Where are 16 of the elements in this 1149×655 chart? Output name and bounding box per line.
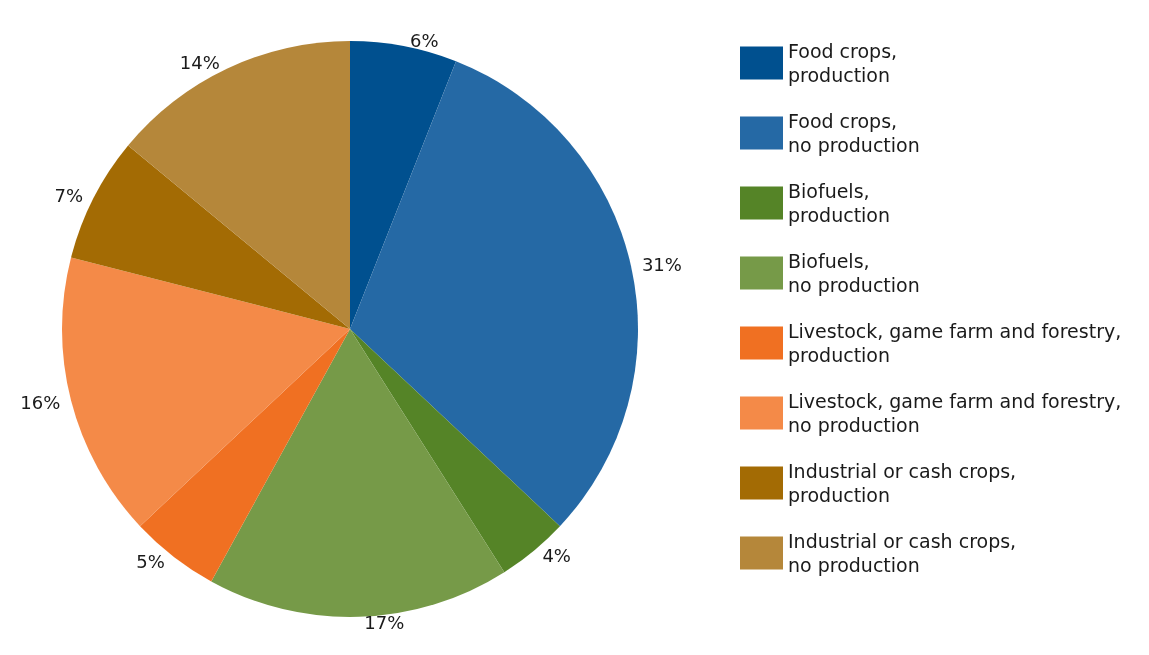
legend-label: Food crops, production xyxy=(788,40,898,86)
data-label: 31% xyxy=(641,254,682,276)
legend-label: Industrial or cash crops, no production xyxy=(788,530,1017,576)
data-label: 6% xyxy=(410,29,439,51)
data-label: 16% xyxy=(20,391,61,413)
legend-label: Food crops, no production xyxy=(788,110,920,156)
data-label: 4% xyxy=(542,545,571,567)
legend-label: Industrial or cash crops, production xyxy=(788,460,1017,506)
legend-label: Livestock, game farm and forestry, no production xyxy=(788,390,1122,436)
legend-label: Biofuels, production xyxy=(788,180,891,226)
legend-label: Livestock, game farm and forestry, production xyxy=(788,320,1122,366)
legend-label: Biofuels, no production xyxy=(788,250,920,296)
data-label: 5% xyxy=(136,550,165,572)
data-label: 14% xyxy=(179,52,220,74)
data-label: 7% xyxy=(54,185,84,207)
data-label: 17% xyxy=(364,612,405,634)
